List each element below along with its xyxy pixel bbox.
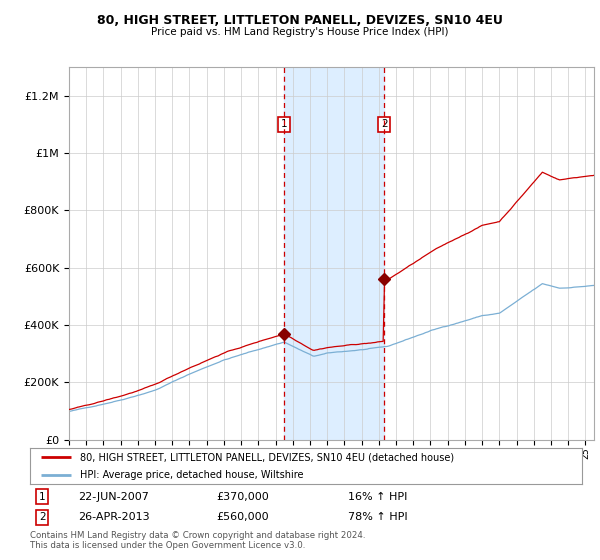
- Text: 1: 1: [280, 119, 287, 129]
- Text: 80, HIGH STREET, LITTLETON PANELL, DEVIZES, SN10 4EU: 80, HIGH STREET, LITTLETON PANELL, DEVIZ…: [97, 14, 503, 27]
- Text: 80, HIGH STREET, LITTLETON PANELL, DEVIZES, SN10 4EU (detached house): 80, HIGH STREET, LITTLETON PANELL, DEVIZ…: [80, 452, 454, 462]
- Text: Price paid vs. HM Land Registry's House Price Index (HPI): Price paid vs. HM Land Registry's House …: [151, 27, 449, 37]
- Text: 1: 1: [39, 492, 46, 502]
- Text: 26-APR-2013: 26-APR-2013: [78, 512, 149, 522]
- Bar: [284, 67, 385, 440]
- Text: 78% ↑ HPI: 78% ↑ HPI: [348, 512, 407, 522]
- Text: 22-JUN-2007: 22-JUN-2007: [78, 492, 149, 502]
- Text: £560,000: £560,000: [216, 512, 269, 522]
- Text: 2: 2: [381, 119, 388, 129]
- Text: HPI: Average price, detached house, Wiltshire: HPI: Average price, detached house, Wilt…: [80, 470, 303, 480]
- Text: Contains HM Land Registry data © Crown copyright and database right 2024.
This d: Contains HM Land Registry data © Crown c…: [30, 531, 365, 550]
- Text: £370,000: £370,000: [216, 492, 269, 502]
- Text: 2: 2: [39, 512, 46, 522]
- Text: 16% ↑ HPI: 16% ↑ HPI: [348, 492, 407, 502]
